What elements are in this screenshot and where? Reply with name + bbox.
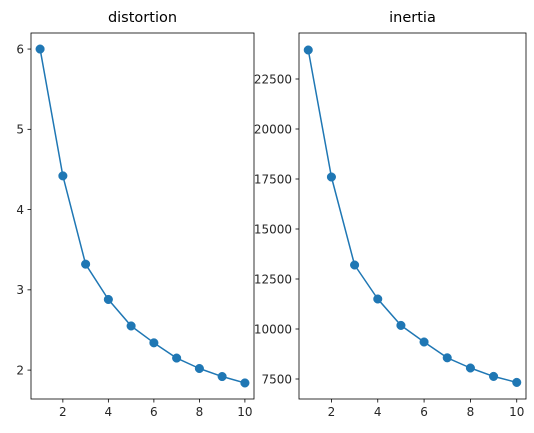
inertia-data-point (442, 353, 452, 363)
distortion-data-point (217, 371, 227, 382)
distortion-data-point (194, 363, 204, 374)
inertia-y-tick-label: 10000 (254, 322, 292, 336)
distortion-data-point (172, 353, 182, 363)
inertia-data-point (326, 172, 336, 182)
distortion-y-tick-label: 3 (16, 283, 24, 297)
inertia-title: inertia (389, 10, 436, 26)
distortion-data-point (58, 171, 68, 181)
inertia-x-tick-label: 6 (420, 405, 428, 419)
inertia-data-point (419, 337, 429, 347)
inertia-data-point (489, 371, 499, 381)
inertia-data-point (396, 320, 406, 330)
distortion-x-tick-label: 10 (237, 405, 252, 419)
distortion-y-tick-label: 5 (16, 123, 24, 137)
inertia-y-tick-label: 7500 (261, 372, 292, 386)
distortion-data-point (240, 378, 250, 388)
inertia-y-tick-label: 12500 (254, 272, 292, 286)
inertia-x-tick-label: 8 (467, 405, 475, 419)
distortion-subplot: distortion 2 4 6 8 10 2 3 4 5 6 (16, 10, 255, 419)
inertia-y-tick-label: 17500 (254, 172, 292, 186)
inertia-data-point (512, 377, 522, 387)
distortion-x-tick-label: 4 (105, 405, 113, 419)
distortion-y-tick-label: 6 (16, 42, 24, 56)
inertia-y-tick-label: 15000 (254, 222, 292, 236)
distortion-data-point (81, 259, 91, 269)
distortion-data-point (103, 294, 113, 305)
distortion-x-tick-label: 6 (150, 405, 158, 419)
distortion-x-tick-label: 8 (196, 405, 204, 419)
inertia-y-tick-label: 20000 (254, 122, 292, 136)
inertia-axes-frame (298, 32, 527, 400)
distortion-y-tick-label: 2 (16, 363, 24, 377)
distortion-data-point (149, 338, 159, 348)
inertia-x-tick-label: 2 (328, 405, 336, 419)
distortion-y-tick-label: 4 (16, 203, 24, 217)
inertia-data-point (350, 260, 360, 270)
distortion-title: distortion (108, 10, 177, 26)
distortion-data-point (35, 44, 45, 54)
distortion-series-line (39, 48, 246, 384)
distortion-axes-frame (30, 32, 255, 400)
inertia-data-point (465, 363, 475, 373)
inertia-data-point (303, 45, 313, 55)
inertia-y-tick-label: 22500 (254, 72, 292, 86)
distortion-data-point (126, 321, 136, 331)
inertia-subplot: inertia 2 4 6 8 10 7500 10000 12500 15000 17500 20… (254, 10, 527, 419)
inertia-data-point (373, 294, 383, 304)
inertia-x-tick-label: 4 (374, 405, 382, 419)
distortion-x-tick-label: 2 (59, 405, 67, 419)
inertia-series-line (307, 49, 518, 384)
inertia-x-tick-label: 10 (509, 405, 524, 419)
